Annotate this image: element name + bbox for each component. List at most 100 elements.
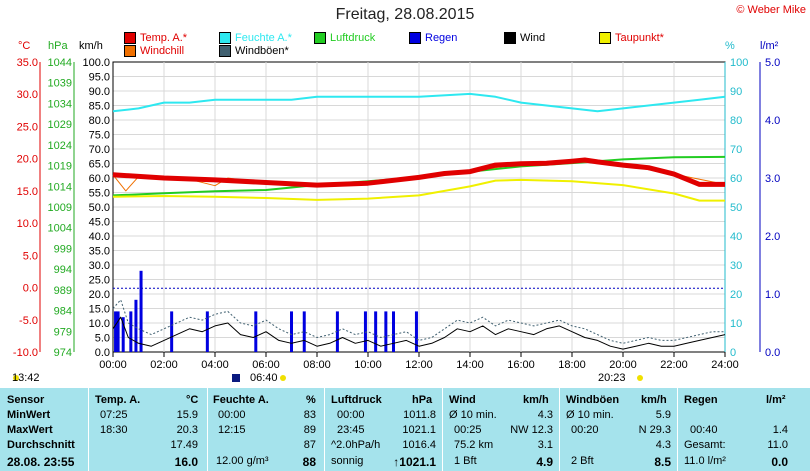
stats-row-label: Durchschnitt <box>7 439 75 451</box>
percent-tick-label: 60 <box>730 173 742 185</box>
pressure-tick-label: 1014 <box>48 181 72 193</box>
speed-tick-label: 80.0 <box>89 115 110 127</box>
rain-tick-label: 3.0 <box>765 173 780 185</box>
rain-bar <box>392 311 395 352</box>
stats-cell: ^2.0hPa/h <box>331 439 381 451</box>
temp-tick-label: 35.0 <box>17 57 38 69</box>
legend-label: Temp. A.* <box>140 32 188 44</box>
stats-header-temp: Temp. A. <box>95 394 141 406</box>
legend-temp: Temp. A.* <box>124 32 187 44</box>
sun-dot-icon <box>13 375 19 381</box>
rain-bar <box>302 311 306 352</box>
pressure-tick-label: 994 <box>54 264 72 276</box>
rain-bar <box>384 311 388 352</box>
unit-speed: km/h <box>79 40 103 52</box>
sunset-label: 20:23 <box>598 372 626 384</box>
stats-cell: 83 <box>303 409 316 421</box>
chart-title: Freitag, 28.08.2015 <box>335 6 475 23</box>
series-lines <box>112 92 726 350</box>
legend-swatch <box>599 32 611 44</box>
speed-tick-label: 90.0 <box>89 86 110 98</box>
x-tick-label: 06:00 <box>252 359 280 371</box>
rain-bar <box>121 317 125 352</box>
pressure-tick-label: 1034 <box>48 98 72 110</box>
legend-swatch <box>504 32 516 44</box>
speed-tick-label: 45.0 <box>89 217 110 229</box>
x-tick-label: 00:00 <box>99 359 127 371</box>
speed-tick-label: 75.0 <box>89 130 110 142</box>
weather-chart: 35.0 30.0 25.0 20.0 15.0 10.0 5.0 0.0 -5.0 -10.0 1… <box>13 57 780 382</box>
sunrise-label: 06:40 <box>250 372 278 384</box>
stats-cell: 4.9 <box>536 455 553 469</box>
stats-cell: 11.0 <box>767 439 788 451</box>
stats-cell: 88 <box>302 455 316 469</box>
stats-cell: ↑1021.1 <box>393 455 436 469</box>
divider <box>559 388 560 471</box>
stats-header-gust: Windböen <box>566 394 620 406</box>
unit-percent: % <box>725 40 735 52</box>
chart-grid <box>112 61 726 353</box>
stats-cell: 18:30 <box>100 424 128 436</box>
x-tick-label: 18:00 <box>558 359 586 371</box>
speed-tick-label: 20.0 <box>89 289 110 301</box>
legend-swatch <box>124 45 136 57</box>
rain-bar <box>205 311 209 352</box>
stats-header-temp-unit: °C <box>186 394 199 406</box>
pressure-tick-label: 984 <box>54 306 72 318</box>
temp-tick-label: -10.0 <box>13 347 38 359</box>
legend-swatch <box>409 32 421 44</box>
stats-header-gust-unit: km/h <box>641 394 667 406</box>
stats-cell: sonnig <box>331 455 364 467</box>
stats-cell: N 29.3 <box>638 424 671 436</box>
rain-bar <box>139 270 143 352</box>
x-tick-label: 20:00 <box>609 359 637 371</box>
rain-bar <box>129 311 133 352</box>
speed-tick-label: 30.0 <box>89 260 110 272</box>
stats-cell: Ø 10 min. <box>566 409 614 421</box>
pressure-tick-label: 1029 <box>48 119 72 131</box>
credit-label: © Weber Mike <box>736 4 806 16</box>
stats-cell: 23:45 <box>337 424 365 436</box>
rain-tick-label: 2.0 <box>765 231 780 243</box>
legend-swatch <box>314 32 326 44</box>
rain-bar <box>335 311 339 352</box>
stats-cell: 12:15 <box>218 424 246 436</box>
speed-tick-label: 100.0 <box>82 57 110 69</box>
speed-tick-label: 40.0 <box>89 231 110 243</box>
x-tick-label: 22:00 <box>660 359 688 371</box>
stats-cell: 00:20 <box>571 424 599 436</box>
x-tick-label: 08:00 <box>303 359 331 371</box>
divider <box>324 388 325 471</box>
x-tick-label: 24:00 <box>711 359 739 371</box>
pressure-tick-label: 979 <box>54 326 72 338</box>
percent-tick-label: 70 <box>730 144 742 156</box>
percent-tick-label: 90 <box>730 86 742 98</box>
pressure-tick-label: 1039 <box>48 78 72 90</box>
stats-cell: 1021.1 <box>402 424 436 436</box>
stats-cell: 2 Bft <box>571 455 594 467</box>
rain-bar <box>170 311 174 352</box>
stats-cell: 17.49 <box>170 439 198 451</box>
stats-cell: 1 Bft <box>454 455 477 467</box>
percent-tick-label: 80 <box>730 115 742 127</box>
rain-bar <box>114 311 118 352</box>
temp-tick-label: 15.0 <box>17 186 38 198</box>
stats-header-hum: Feuchte A. <box>213 394 269 406</box>
legend-label: Luftdruck <box>330 32 376 44</box>
stats-row-label: MaxWert <box>7 424 53 436</box>
x-tick-label: 16:00 <box>507 359 535 371</box>
rain-bar <box>134 299 138 352</box>
rain-tick-label: 1.0 <box>765 289 780 301</box>
stats-cell: 3.1 <box>537 439 553 451</box>
temp-tick-label: 20.0 <box>17 154 38 166</box>
series-line-feuchte-a <box>112 92 726 113</box>
temp-tick-label: 5.0 <box>23 250 38 262</box>
stats-header-wind: Wind <box>449 394 476 406</box>
stats-cell: 4.3 <box>655 439 671 451</box>
stats-header-press-unit: hPa <box>412 394 433 406</box>
stats-cell: 1011.8 <box>403 409 436 421</box>
speed-tick-label: 10.0 <box>89 318 110 330</box>
x-tick-label: 02:00 <box>150 359 178 371</box>
stats-cell: 1.4 <box>772 424 788 436</box>
temp-tick-label: 10.0 <box>17 218 38 230</box>
